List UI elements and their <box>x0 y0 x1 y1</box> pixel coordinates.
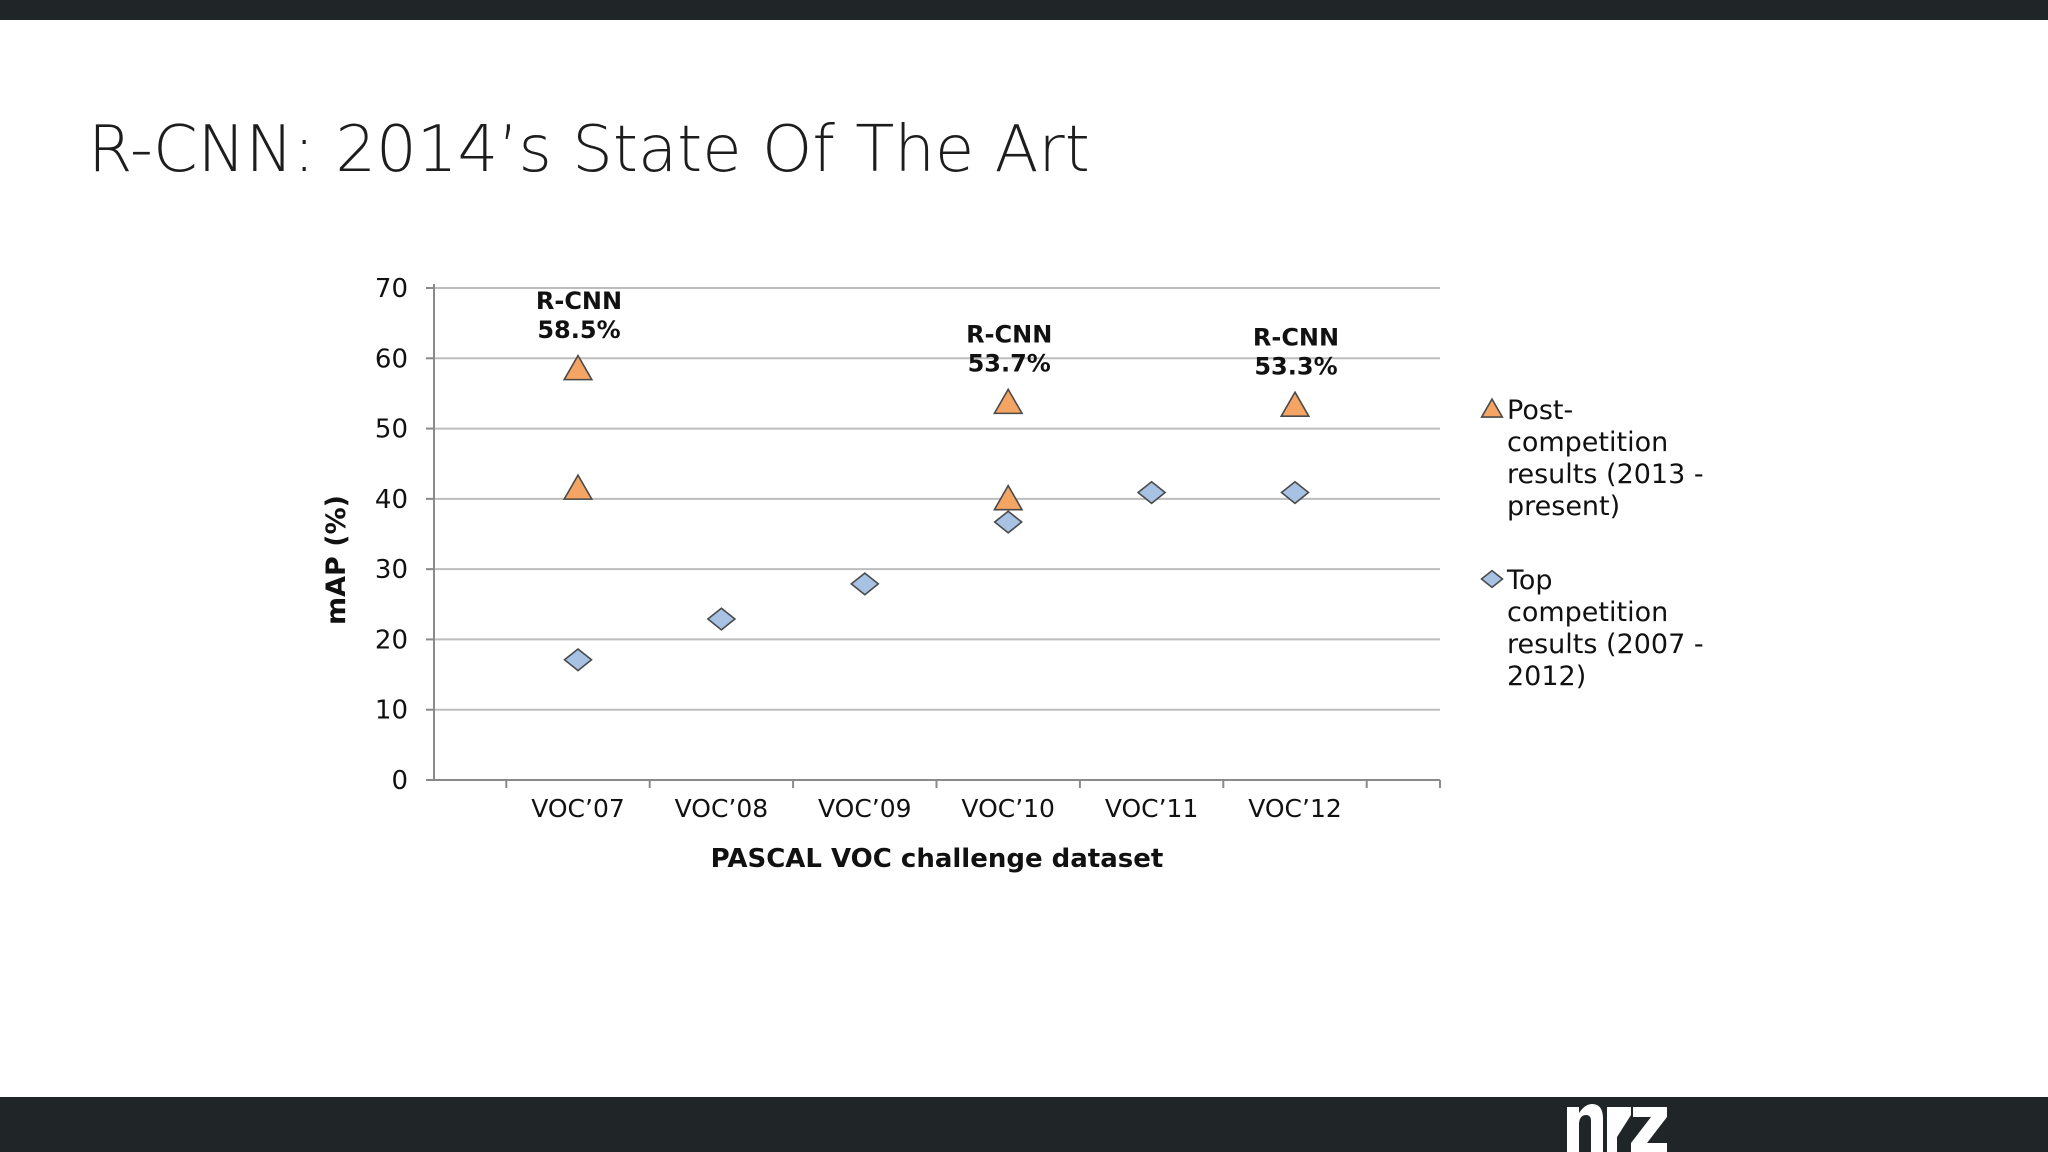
x-axis-title: PASCAL VOC challenge dataset <box>711 844 1164 874</box>
brand-logo-icon <box>1567 1104 1667 1152</box>
data-label: R-CNN <box>536 287 622 315</box>
y-tick-label: 60 <box>375 344 408 374</box>
legend-label: results (2007 - <box>1507 629 1704 660</box>
y-tick-label: 50 <box>375 415 408 445</box>
data-point-post-competition <box>562 354 594 381</box>
y-tick-label: 20 <box>375 625 408 655</box>
data-point-top-competition <box>1136 480 1167 505</box>
data-point-post-competition <box>993 484 1024 511</box>
y-axis-title: mAP (%) <box>321 495 352 625</box>
data-point-top-competition <box>563 647 593 672</box>
legend-marker-top-competition <box>1480 569 1504 589</box>
legend-label: present) <box>1507 491 1620 522</box>
y-tick-label: 40 <box>375 485 408 515</box>
data-label: 53.7% <box>968 350 1051 378</box>
top-bar <box>0 0 2048 20</box>
legend-label: Top <box>1506 565 1553 596</box>
data-label: R-CNN <box>966 321 1052 349</box>
legend-label: Post- <box>1507 395 1573 426</box>
data-label: 53.3% <box>1254 352 1337 380</box>
legend-label: competition <box>1507 427 1668 458</box>
legend-label: competition <box>1507 597 1668 628</box>
data-point-post-competition <box>1279 390 1311 417</box>
x-tick-label: VOC’12 <box>1248 794 1342 823</box>
x-tick-label: VOC’08 <box>675 794 769 823</box>
data-point-post-competition <box>562 473 594 500</box>
legend-marker-post-competition <box>1480 397 1504 418</box>
x-tick-label: VOC’07 <box>531 794 625 823</box>
legend-label: results (2013 - <box>1507 459 1704 490</box>
data-label: R-CNN <box>1253 323 1339 351</box>
bottom-bar <box>0 1097 2048 1152</box>
y-tick-label: 70 <box>375 274 408 304</box>
y-tick-label: 0 <box>391 766 408 796</box>
x-tick-label: VOC’10 <box>961 794 1055 823</box>
y-tick-label: 30 <box>375 555 408 585</box>
y-tick-label: 10 <box>375 696 408 726</box>
x-tick-label: VOC’09 <box>818 794 912 823</box>
x-tick-label: VOC’11 <box>1105 794 1199 823</box>
data-point-post-competition <box>993 387 1024 415</box>
legend-label: 2012) <box>1507 661 1586 692</box>
slide-title: R-CNN: 2014’s State Of The Art <box>88 113 1090 187</box>
data-point-top-competition <box>1280 480 1310 505</box>
data-point-top-competition <box>993 510 1023 534</box>
data-point-top-competition <box>706 607 737 631</box>
data-label: 58.5% <box>537 316 620 344</box>
data-point-top-competition <box>850 572 880 596</box>
